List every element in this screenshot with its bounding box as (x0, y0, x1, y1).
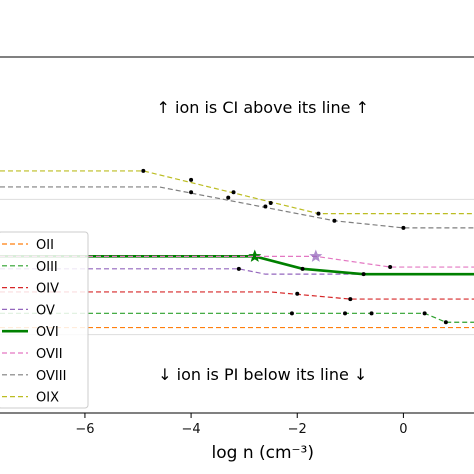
legend-label-ovii: OVII (36, 347, 63, 362)
series-point-oviii-2 (263, 204, 268, 209)
x-tick-label-3: 0 (399, 422, 407, 437)
series-point-oiii-4 (443, 320, 448, 325)
legend-label-oii: OII (36, 238, 54, 253)
annotation-ci: ↑ ion is CI above its line ↑ (157, 98, 369, 117)
series-point-oiii-0 (289, 311, 294, 316)
series-point-oviii-1 (226, 195, 231, 200)
series-point-oviii-4 (401, 225, 406, 230)
series-point-oiv-0 (295, 291, 300, 296)
series-line-oiii (0, 312, 474, 323)
legend-label-oviii: OVIII (36, 369, 66, 384)
series-line-oviii (0, 186, 474, 229)
series-star-ovii-0 (309, 249, 323, 262)
legend-label-oiv: OIV (36, 282, 59, 297)
plot-area (0, 168, 474, 336)
series-line-oiv (0, 291, 474, 300)
series-line-oix (0, 170, 474, 215)
series-point-oiii-1 (343, 311, 348, 316)
series-point-oiv-1 (348, 297, 353, 302)
series-point-ovii-0 (388, 265, 393, 270)
series-point-ovi-0 (300, 266, 305, 271)
series-point-oviii-3 (332, 218, 337, 223)
annotation-pi: ↓ ion is PI below its line ↓ (158, 365, 367, 384)
series-point-oiii-3 (422, 311, 427, 316)
legend-label-ovi: OVI (36, 325, 59, 340)
x-tick-label-2: −2 (288, 422, 307, 437)
series-point-oix-4 (316, 211, 321, 216)
x-tick-label-0: −6 (75, 422, 94, 437)
series-point-oix-0 (141, 168, 146, 173)
legend: OII OIII OIV OV OVI OVII OVIII OIX (0, 231, 89, 409)
legend-label-ov: OV (36, 303, 55, 318)
series-point-oix-1 (189, 177, 194, 182)
series-point-ov-0 (236, 266, 241, 271)
series-point-oix-2 (231, 190, 236, 195)
axes: −6 −4 −2 0 (0, 56, 474, 437)
legend-label-oix: OIX (36, 391, 59, 406)
series-star-ovi-0 (248, 249, 262, 262)
series-point-oix-3 (268, 200, 273, 205)
series-point-oviii-0 (189, 190, 194, 195)
series-point-oiii-2 (369, 311, 374, 316)
x-axis-label: log n (cm⁻³) (212, 443, 314, 463)
legend-label-oiii: OIII (36, 260, 58, 275)
x-tick-label-1: −4 (182, 422, 201, 437)
series-point-ovi-1 (361, 272, 366, 277)
legend-box (0, 231, 89, 409)
